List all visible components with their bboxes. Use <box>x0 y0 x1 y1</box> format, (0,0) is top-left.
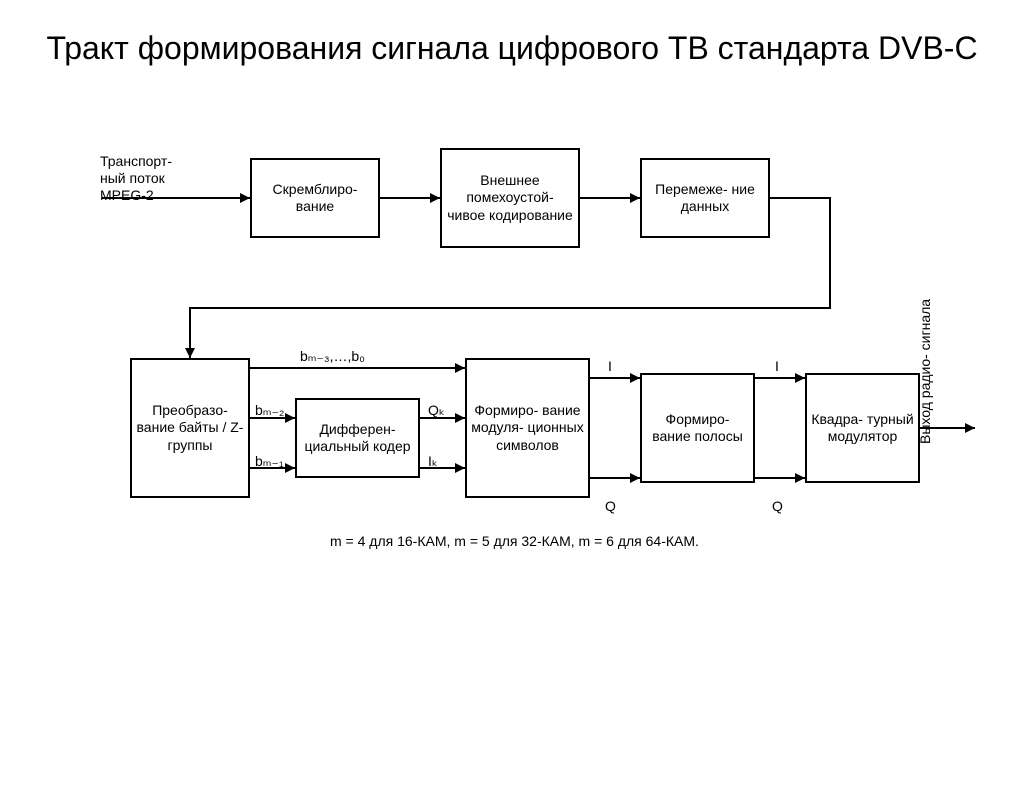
node-scrambling: Скремблиро- вание <box>250 158 380 238</box>
node-band-shaping: Формиро- вание полосы <box>640 373 755 483</box>
label-i2: I <box>775 358 779 375</box>
label-b-mid: bₘ₋₂ <box>255 402 284 419</box>
label-ik: Iₖ <box>428 453 438 470</box>
node-mod-symbols: Формиро- вание модуля- ционных символов <box>465 358 590 498</box>
flowchart-diagram: Скремблиро- вание Внешнее помехоустой- ч… <box>0 98 1024 668</box>
label-q2: Q <box>772 498 783 515</box>
caption-kam: m = 4 для 16-КАМ, m = 5 для 32-КАМ, m = … <box>330 533 699 549</box>
node-interleaving: Перемеже- ние данных <box>640 158 770 238</box>
label-b-bot: bₘ₋₁ <box>255 453 284 470</box>
node-outer-coding: Внешнее помехоустой- чивое кодирование <box>440 148 580 248</box>
label-input: Транспорт- ный поток MPEG-2 <box>100 153 172 203</box>
page-title: Тракт формирования сигнала цифрового ТВ … <box>0 28 1024 68</box>
node-quad-mod: Квадра- турный модулятор <box>805 373 920 483</box>
label-output: Выход радио- сигнала <box>917 299 933 444</box>
label-q1: Q <box>605 498 616 515</box>
label-qk: Qₖ <box>428 402 445 419</box>
label-i1: I <box>608 358 612 375</box>
node-byte-groups: Преобразо- вание байты / Z-группы <box>130 358 250 498</box>
node-diff-coder: Дифферен- циальный кодер <box>295 398 420 478</box>
label-b-top: bₘ₋₃,…,b₀ <box>300 348 365 365</box>
